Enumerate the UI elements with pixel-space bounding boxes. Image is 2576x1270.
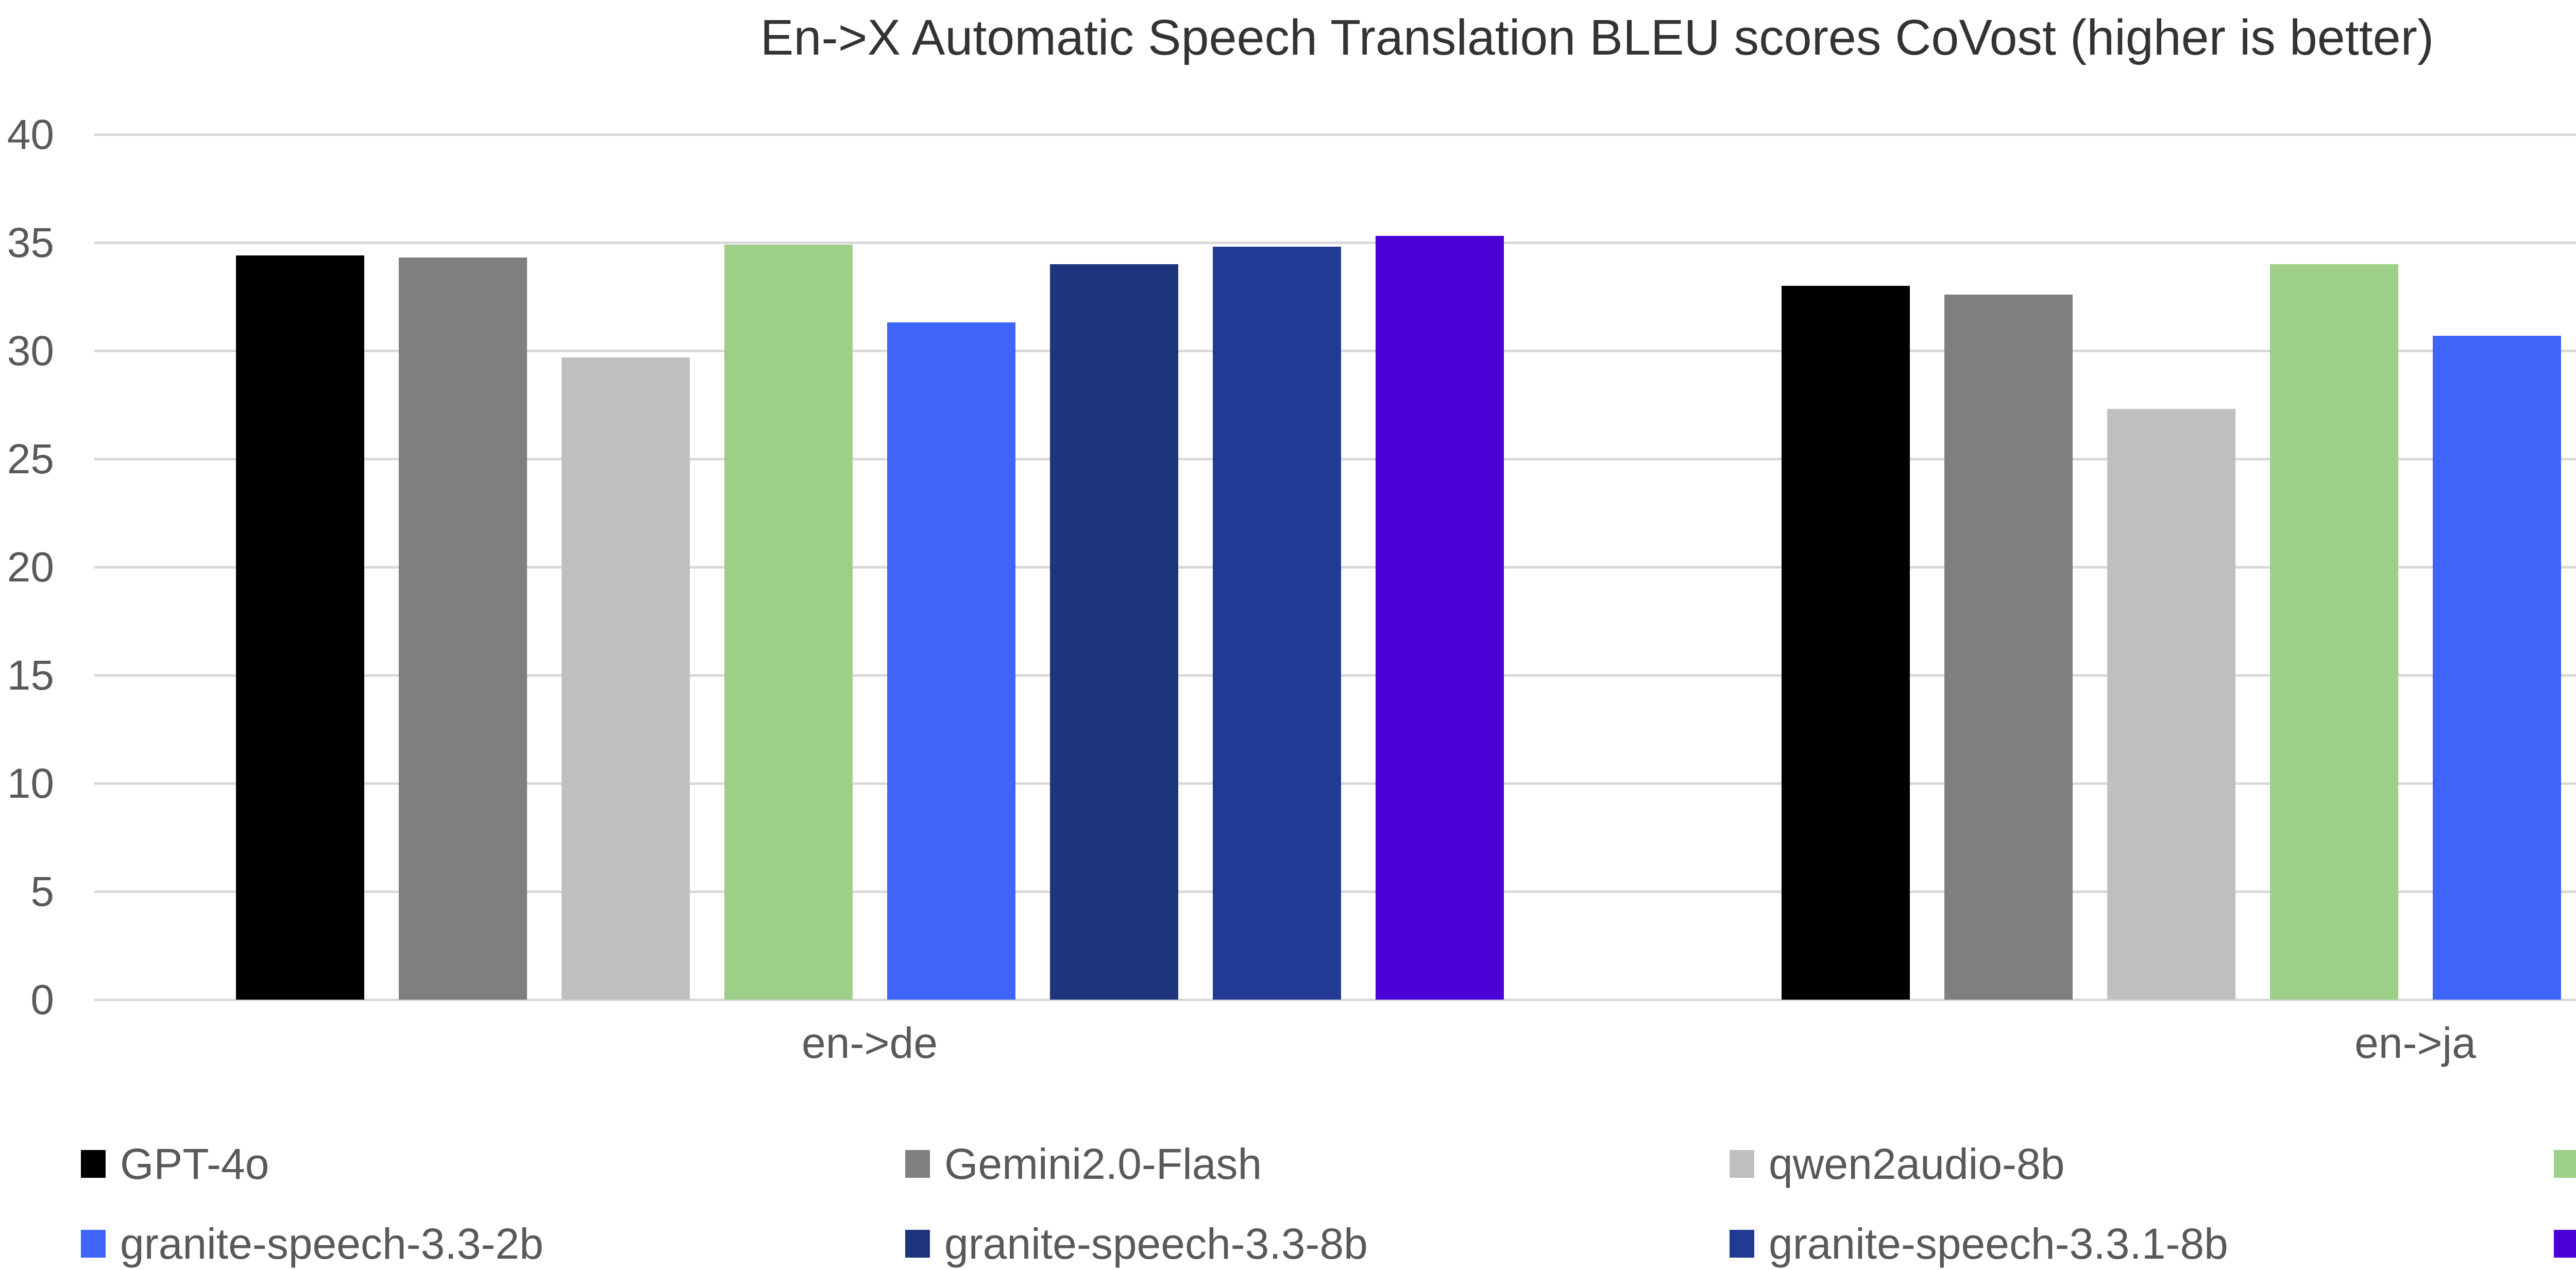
legend-item-granite-speech-3-3-8b: granite-speech-3.3-8b <box>905 1217 1368 1270</box>
bar-gemini2-0-flash-en-de <box>399 258 527 1000</box>
legend-item-gpt-4o: GPT-4o <box>81 1137 269 1191</box>
legend-swatch-granite-speech-3-3-1-8b <box>1730 1230 1754 1258</box>
y-tick-label-0: 0 <box>30 976 54 1023</box>
y-tick-label-15: 15 <box>7 652 54 699</box>
legend-swatch-qwen2audio-8b <box>1730 1150 1754 1178</box>
legend-item-granite-speech-3-3-2-8b: granite-speech-3.3.2-8b <box>2554 1217 2576 1270</box>
bar-gpt-4o-en-de <box>236 255 364 1000</box>
y-tick-label-5: 5 <box>30 868 54 915</box>
bar-qwen2audio-8b-en-ja <box>2107 409 2235 1000</box>
legend-label-qwen2audio-8b: qwen2audio-8b <box>1769 1139 2065 1188</box>
bar-granite-speech-3-3-2b-en-de <box>887 322 1015 1000</box>
legend-label-granite-speech-3-3-2b: granite-speech-3.3-2b <box>120 1219 544 1268</box>
legend-swatch-gpt-4o <box>81 1150 106 1178</box>
x-axis-label-en-de: en->de <box>802 1019 938 1067</box>
gridline-0 <box>94 999 2576 1001</box>
legend-swatch-granite-speech-3-3-8b <box>905 1230 930 1258</box>
bar-phi-4-mm-en-ja <box>2270 264 2398 1000</box>
bar-granite-speech-3-3-1-8b-en-de <box>1213 247 1341 1000</box>
y-tick-label-35: 35 <box>7 219 54 266</box>
legend-label-granite-speech-3-3-1-8b: granite-speech-3.3.1-8b <box>1769 1219 2228 1268</box>
legend-swatch-granite-speech-3-3-2-8b <box>2554 1230 2576 1258</box>
y-tick-label-10: 10 <box>7 760 54 807</box>
bar-gpt-4o-en-ja <box>1782 286 1910 1000</box>
bar-granite-speech-3-3-2-8b-en-de <box>1376 236 1504 1000</box>
legend-item-granite-speech-3-3-1-8b: granite-speech-3.3.1-8b <box>1730 1217 2228 1270</box>
legend-item-phi-4-mm: phi-4-mm <box>2554 1137 2576 1191</box>
legend-swatch-gemini2-0-flash <box>905 1150 930 1178</box>
bar-qwen2audio-8b-en-de <box>562 357 690 1000</box>
bar-gemini2-0-flash-en-ja <box>1944 294 2073 1000</box>
y-tick-label-30: 30 <box>7 328 54 374</box>
chart-title: En->X Automatic Speech Translation BLEU … <box>760 9 2434 65</box>
legend-item-granite-speech-3-3-2b: granite-speech-3.3-2b <box>81 1217 544 1270</box>
legend-item-qwen2audio-8b: qwen2audio-8b <box>1730 1137 2064 1191</box>
gridline-40 <box>94 133 2576 136</box>
legend-label-gpt-4o: GPT-4o <box>120 1139 269 1188</box>
legend-label-granite-speech-3-3-8b: granite-speech-3.3-8b <box>944 1219 1368 1268</box>
legend-label-gemini2-0-flash: Gemini2.0-Flash <box>944 1139 1262 1188</box>
legend-swatch-granite-speech-3-3-2b <box>81 1230 106 1258</box>
y-tick-label-40: 40 <box>7 111 54 158</box>
bar-phi-4-mm-en-de <box>724 245 853 1000</box>
x-axis-label-en-ja: en->ja <box>2354 1019 2476 1067</box>
bar-granite-speech-3-3-2b-en-ja <box>2433 335 2561 1000</box>
y-tick-label-25: 25 <box>7 436 54 483</box>
y-tick-label-20: 20 <box>7 544 54 591</box>
gridline-35 <box>94 242 2576 244</box>
legend-item-gemini2-0-flash: Gemini2.0-Flash <box>905 1137 1262 1191</box>
legend-swatch-phi-4-mm <box>2554 1150 2576 1178</box>
bar-granite-speech-3-3-8b-en-de <box>1050 264 1178 1000</box>
